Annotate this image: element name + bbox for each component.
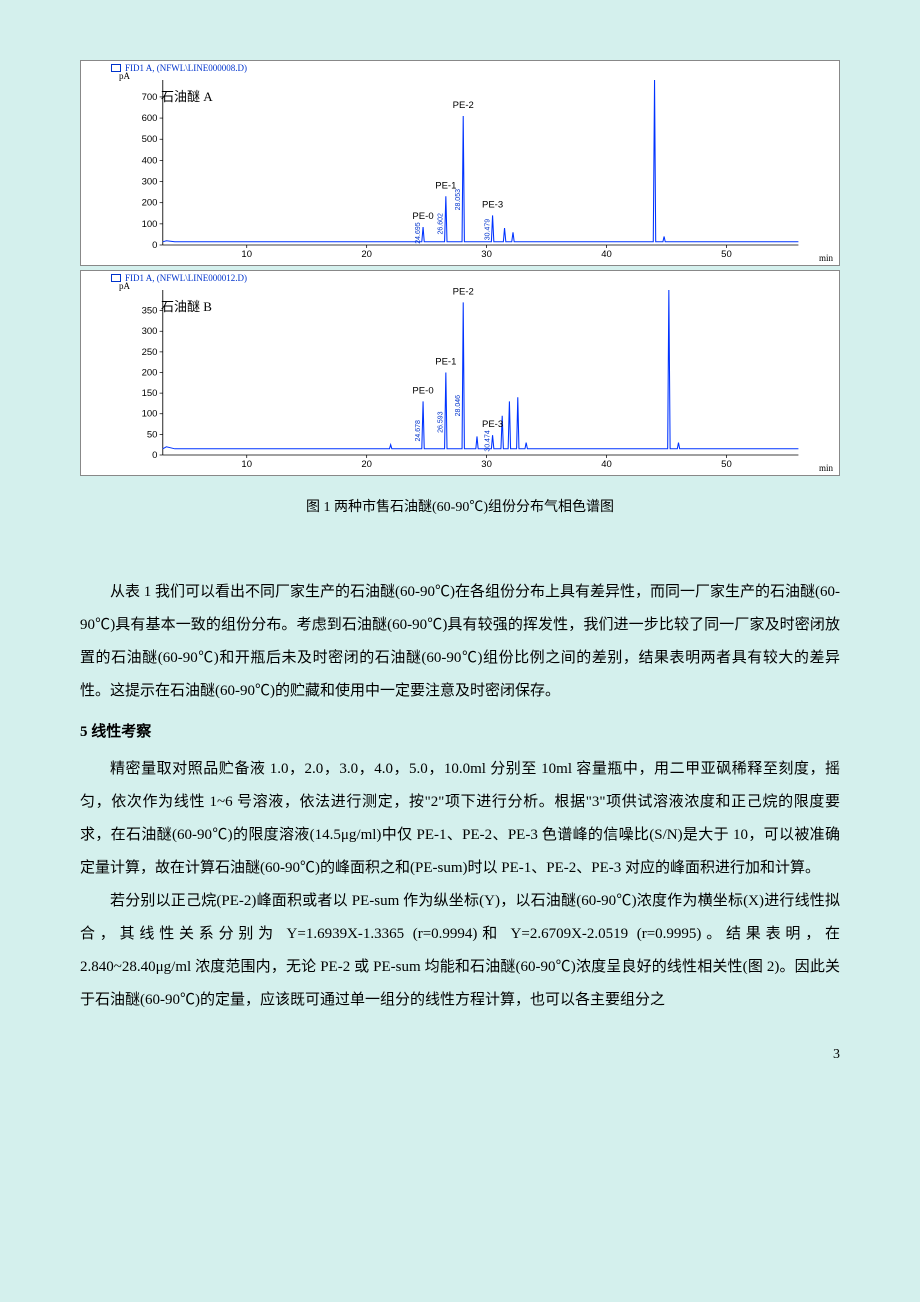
svg-text:PE-0: PE-0 xyxy=(412,211,433,221)
chrom-b-svg: 0 50 100 150 200 250 300 350 10 20 30 40 50 PE-0 24.67… xyxy=(131,285,809,475)
svg-text:40: 40 xyxy=(601,249,612,259)
svg-text:26.593: 26.593 xyxy=(435,411,444,432)
svg-text:PE-2: PE-2 xyxy=(453,287,474,297)
svg-text:700: 700 xyxy=(142,92,158,102)
svg-text:200: 200 xyxy=(142,198,158,208)
svg-text:500: 500 xyxy=(142,134,158,144)
svg-text:50: 50 xyxy=(147,430,158,440)
chrom-a-y-unit: pA xyxy=(119,71,130,81)
svg-text:PE-3: PE-3 xyxy=(482,419,503,429)
chrom-b-header: FID1 A, (NFWL\LINE000012.D) xyxy=(81,271,839,285)
svg-text:300: 300 xyxy=(142,326,158,336)
svg-text:24.695: 24.695 xyxy=(413,222,422,243)
svg-text:30.474: 30.474 xyxy=(482,430,491,451)
chrom-a-svg: 0 100 200 300 400 500 600 700 10 20 30 40 50 PE-024.6… xyxy=(131,75,809,265)
svg-text:PE-1: PE-1 xyxy=(435,357,456,367)
paragraph-2: 精密量取对照品贮备液 1.0，2.0，3.0，4.0，5.0，10.0ml 分别… xyxy=(80,753,840,885)
svg-text:24.678: 24.678 xyxy=(413,420,422,441)
svg-text:28.046: 28.046 xyxy=(453,395,462,416)
svg-text:10: 10 xyxy=(241,459,252,469)
svg-text:250: 250 xyxy=(142,347,158,357)
svg-text:100: 100 xyxy=(142,409,158,419)
paragraph-1: 从表 1 我们可以看出不同厂家生产的石油醚(60-90℃)在各组份分布上具有差异… xyxy=(80,576,840,708)
svg-text:50: 50 xyxy=(721,249,732,259)
svg-text:26.602: 26.602 xyxy=(435,213,444,234)
chromatogram-a-container: FID1 A, (NFWL\LINE000008.D) pA 石油醚 A 010… xyxy=(80,60,840,266)
svg-text:0: 0 xyxy=(152,450,157,460)
svg-text:10: 10 xyxy=(241,249,252,259)
chrom-b-plot: 0 50 100 150 200 250 300 350 10 20 30 40 50 PE-0 24.67… xyxy=(131,285,809,475)
svg-text:20: 20 xyxy=(361,249,372,259)
svg-text:PE-2: PE-2 xyxy=(453,100,474,110)
chrom-a-header-text: FID1 A, (NFWL\LINE000008.D) xyxy=(125,63,247,73)
svg-text:40: 40 xyxy=(601,459,612,469)
svg-text:0: 0 xyxy=(152,240,157,250)
svg-text:400: 400 xyxy=(142,156,158,166)
svg-text:100: 100 xyxy=(142,219,158,229)
svg-text:30: 30 xyxy=(481,249,492,259)
svg-text:PE-0: PE-0 xyxy=(412,386,433,396)
svg-text:20: 20 xyxy=(361,459,372,469)
chrom-a-header: FID1 A, (NFWL\LINE000008.D) xyxy=(81,61,839,75)
svg-text:600: 600 xyxy=(142,113,158,123)
svg-text:150: 150 xyxy=(142,388,158,398)
svg-text:50: 50 xyxy=(721,459,732,469)
svg-text:30: 30 xyxy=(481,459,492,469)
section-5-heading: 5 线性考察 xyxy=(80,720,840,741)
chrom-b-x-unit: min xyxy=(819,463,833,473)
chrom-b-y-unit: pA xyxy=(119,281,130,291)
page-number: 3 xyxy=(80,1047,840,1063)
chrom-a-x-unit: min xyxy=(819,253,833,263)
figure-1-caption: 图 1 两种市售石油醚(60-90℃)组份分布气相色谱图 xyxy=(80,496,840,516)
body-text-2: 精密量取对照品贮备液 1.0，2.0，3.0，4.0，5.0，10.0ml 分别… xyxy=(80,753,840,1017)
body-text: 从表 1 我们可以看出不同厂家生产的石油醚(60-90℃)在各组份分布上具有差异… xyxy=(80,576,840,708)
svg-text:28.053: 28.053 xyxy=(453,189,462,210)
svg-text:300: 300 xyxy=(142,177,158,187)
chromatogram-b-container: FID1 A, (NFWL\LINE000012.D) pA 石油醚 B 050… xyxy=(80,270,840,476)
chrom-b-header-text: FID1 A, (NFWL\LINE000012.D) xyxy=(125,273,247,283)
svg-text:200: 200 xyxy=(142,368,158,378)
chrom-a-plot: 0 100 200 300 400 500 600 700 10 20 30 40 50 PE-024.6… xyxy=(131,75,809,265)
paragraph-3: 若分别以正己烷(PE-2)峰面积或者以 PE-sum 作为纵坐标(Y)，以石油醚… xyxy=(80,885,840,1017)
svg-text:PE-3: PE-3 xyxy=(482,200,503,210)
svg-text:30.479: 30.479 xyxy=(482,219,491,240)
svg-text:350: 350 xyxy=(142,306,158,316)
